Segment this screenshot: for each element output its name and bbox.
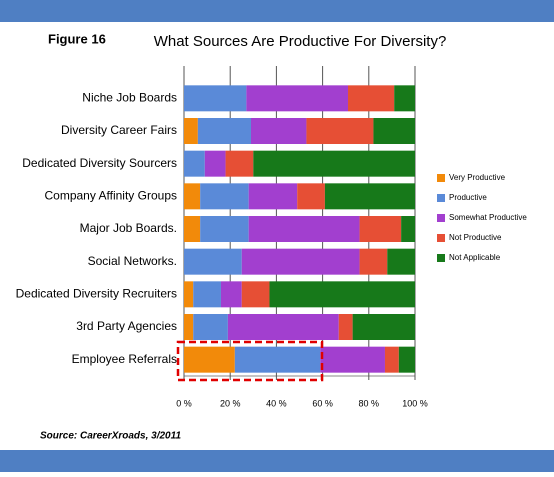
- bar-segment: [184, 85, 247, 112]
- bar-segment: [193, 314, 228, 340]
- x-tick-label: 60 %: [312, 398, 333, 408]
- x-tick-label: 40 %: [266, 398, 287, 408]
- bar-segment: [184, 281, 194, 308]
- bar-segment: [184, 150, 205, 177]
- x-tick-label: 100 %: [402, 398, 428, 408]
- y-tick-label: Company Affinity Groups: [44, 189, 177, 203]
- y-tick-label: Dedicated Diversity Sourcers: [22, 156, 177, 170]
- bar-segment: [253, 150, 415, 177]
- bar-segment: [241, 281, 270, 308]
- legend-label: Somewhat Productive: [449, 213, 527, 222]
- x-tick-label: 20 %: [220, 398, 241, 408]
- y-tick-label: Niche Job Boards: [82, 91, 177, 105]
- bar-segment: [184, 346, 235, 373]
- bar-segment: [227, 314, 339, 340]
- bar-segment: [204, 150, 226, 177]
- bar-segment: [241, 248, 360, 275]
- bar-segment: [359, 248, 388, 275]
- x-tick-label: 0 %: [176, 398, 192, 408]
- bar-segment: [297, 183, 325, 210]
- bar-segment: [320, 346, 385, 373]
- bar-segment: [200, 183, 249, 210]
- y-tick-label: Social Networks.: [88, 254, 177, 268]
- bar-segment: [348, 85, 395, 112]
- bar-segment: [220, 281, 242, 308]
- y-tick-label: Major Job Boards.: [80, 221, 177, 235]
- bar-segment: [359, 216, 402, 242]
- bar-segment: [225, 150, 254, 177]
- bar-segment: [248, 183, 298, 210]
- bar-segment: [234, 346, 321, 373]
- bar-segment: [184, 118, 198, 144]
- x-tick-label: 80 %: [359, 398, 380, 408]
- bar-segment: [200, 216, 249, 242]
- bar-segment: [197, 118, 251, 144]
- legend-label: Not Applicable: [449, 253, 501, 262]
- y-tick-label: 3rd Party Agencies: [76, 319, 177, 333]
- legend-swatch: [437, 234, 445, 242]
- y-tick-label: Employee Referrals: [72, 352, 177, 366]
- source: Source: CareerXroads, 3/2011: [40, 431, 181, 442]
- bar-segment: [184, 314, 194, 340]
- legend-swatch: [437, 194, 445, 202]
- y-tick-label: Dedicated Diversity Recruiters: [16, 287, 177, 301]
- bar-segment: [306, 118, 374, 144]
- legend-label: Productive: [449, 193, 487, 202]
- bar-segment: [248, 216, 360, 242]
- figure-label: Figure 16: [48, 31, 106, 46]
- bar-segment: [184, 216, 201, 242]
- bar-segment: [398, 346, 415, 373]
- bar-segment: [269, 281, 415, 308]
- bar-segment: [184, 183, 201, 210]
- legend-label: Not Productive: [449, 233, 502, 242]
- legend-swatch: [437, 174, 445, 182]
- bar-segment: [384, 346, 399, 373]
- y-tick-label: Diversity Career Fairs: [61, 123, 177, 137]
- bottom-band: [0, 450, 554, 472]
- bar-segment: [387, 248, 415, 275]
- bar-segment: [193, 281, 221, 308]
- bar-segment: [246, 85, 349, 112]
- bar-segment: [324, 183, 415, 210]
- bar-segment: [250, 118, 307, 144]
- legend-swatch: [437, 214, 445, 222]
- bar-segment: [338, 314, 353, 340]
- legend-swatch: [437, 254, 445, 262]
- bar-segment: [373, 118, 415, 144]
- highlight-box: [176, 340, 324, 382]
- bar-segment: [184, 248, 242, 275]
- legend-label: Very Productive: [449, 173, 506, 182]
- top-band: [0, 0, 554, 22]
- bar-segment: [352, 314, 415, 340]
- bar-segment: [401, 216, 415, 242]
- bar-segment: [394, 85, 415, 112]
- chart-title: What Sources Are Productive For Diversit…: [154, 33, 447, 50]
